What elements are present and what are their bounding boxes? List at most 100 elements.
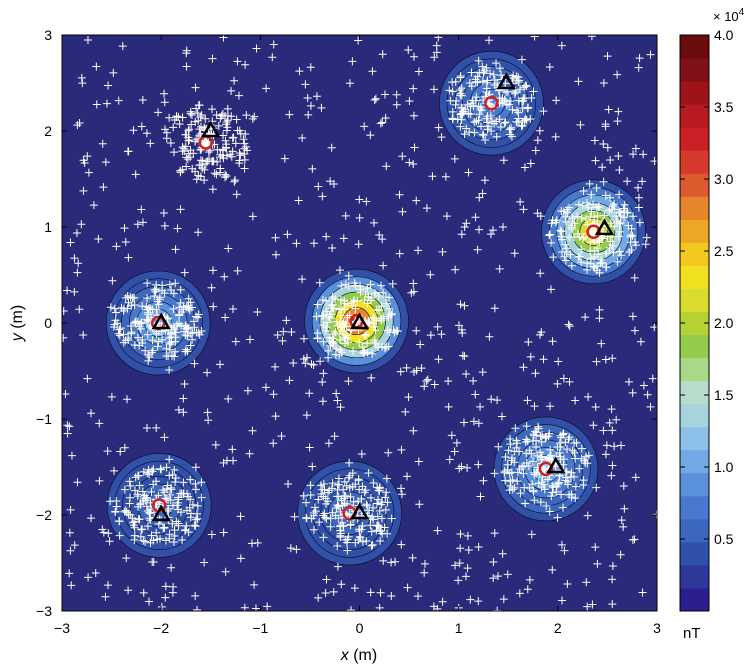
measurement-point — [186, 513, 195, 522]
measurement-point — [607, 405, 616, 414]
colorbar-segment — [680, 495, 709, 520]
measurement-point — [546, 285, 555, 294]
measurement-point — [148, 558, 157, 567]
measurement-point — [171, 279, 180, 288]
colorbar-segment — [680, 357, 709, 382]
measurement-point — [129, 126, 138, 135]
measurement-point — [564, 203, 573, 212]
measurement-point — [155, 500, 164, 509]
measurement-point — [326, 514, 335, 523]
measurement-point — [564, 320, 573, 329]
measurement-point — [181, 331, 190, 340]
measurement-point — [478, 189, 487, 198]
measurement-point — [312, 312, 321, 321]
measurement-point — [513, 439, 522, 448]
measurement-point — [563, 580, 572, 589]
measurement-point — [599, 426, 608, 435]
true-source-0 — [201, 120, 221, 138]
measurement-point — [387, 558, 396, 567]
measurement-point — [502, 101, 511, 110]
measurement-point — [340, 299, 349, 308]
measurement-point — [108, 276, 117, 285]
measurement-point — [195, 101, 204, 110]
measurement-point — [179, 408, 188, 417]
measurement-point — [370, 314, 379, 323]
measurement-point — [549, 483, 558, 492]
measurement-point — [591, 543, 600, 552]
measurement-point — [638, 177, 647, 186]
measurement-point — [153, 342, 162, 351]
measurement-point — [363, 284, 372, 293]
measurement-point — [367, 541, 376, 550]
measurement-point — [319, 321, 328, 330]
measurement-point — [169, 305, 178, 314]
measurement-point — [333, 396, 342, 405]
colorbar-segment — [680, 242, 709, 266]
measurement-point — [240, 603, 249, 611]
measurement-point — [130, 301, 139, 310]
measurement-point — [119, 330, 128, 339]
measurement-point — [582, 265, 591, 274]
measurement-point — [302, 498, 311, 507]
colorbar-multiplier: × 104 — [713, 7, 745, 24]
measurement-point — [537, 483, 546, 492]
measurement-point — [191, 591, 200, 600]
measurement-point — [356, 285, 365, 294]
measurement-point — [328, 479, 337, 488]
measurement-point — [481, 135, 490, 144]
y-axis-label: y (m) — [9, 305, 26, 342]
measurement-point — [615, 165, 624, 174]
measurement-point — [462, 124, 471, 133]
measurement-point — [467, 68, 476, 77]
measurement-point — [245, 335, 254, 344]
measurement-point — [116, 447, 125, 456]
measurement-point — [415, 500, 424, 509]
measurement-point — [208, 54, 217, 63]
colorbar-segment — [680, 334, 709, 359]
measurement-point — [544, 432, 553, 441]
measurement-point — [512, 117, 521, 126]
measurement-point — [555, 448, 564, 457]
measurement-point — [369, 478, 378, 487]
measurement-point — [143, 330, 152, 339]
measurement-point — [460, 301, 469, 310]
measurement-point — [624, 377, 633, 386]
measurement-point — [450, 447, 459, 456]
measurement-point — [386, 328, 395, 337]
measurement-point — [532, 428, 541, 437]
measurement-point — [570, 448, 579, 457]
measurement-point — [362, 330, 371, 339]
measurement-point — [191, 137, 200, 146]
measurement-point — [631, 473, 640, 482]
measurement-point — [165, 366, 174, 375]
measurement-point — [190, 323, 199, 332]
measurement-point — [353, 296, 362, 305]
measurement-point — [598, 163, 607, 172]
colorbar-segment — [680, 35, 709, 59]
measurement-point — [269, 439, 278, 448]
measurement-point — [510, 89, 519, 98]
measurement-point — [522, 435, 531, 444]
measurement-point — [542, 432, 551, 441]
measurement-point — [373, 521, 382, 530]
measurement-point — [263, 602, 272, 611]
measurement-point — [110, 466, 119, 475]
measurement-point — [530, 468, 539, 477]
measurement-point — [508, 105, 517, 114]
measurement-point — [460, 130, 469, 139]
measurement-point — [285, 110, 294, 119]
measurement-point — [516, 489, 525, 498]
measurement-point — [174, 519, 183, 528]
measurement-point — [545, 507, 554, 516]
measurement-point — [457, 230, 466, 239]
measurement-point — [530, 496, 539, 505]
measurement-point — [497, 412, 506, 421]
measurement-point — [482, 84, 491, 93]
measurement-point — [277, 432, 286, 441]
measurement-point — [162, 134, 171, 143]
measurement-point — [160, 221, 169, 230]
measurement-point — [586, 238, 595, 247]
measurement-point — [432, 41, 441, 50]
measurement-point — [370, 322, 379, 331]
measurement-point — [623, 208, 632, 217]
